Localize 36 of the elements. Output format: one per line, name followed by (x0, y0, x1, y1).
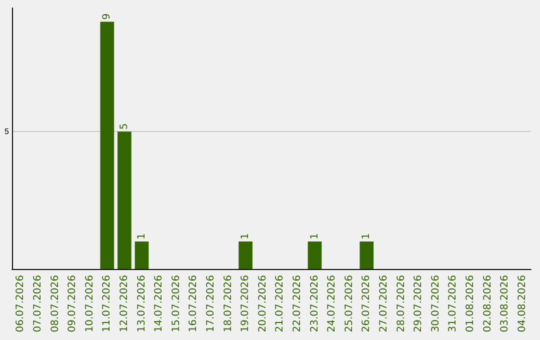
x-tick-label: 10.07.2026 (84, 275, 96, 332)
x-tick-label: 06.07.2026 (15, 275, 26, 332)
x-tick-label: 30.07.2026 (430, 275, 442, 332)
data-label: 1 (240, 233, 252, 240)
x-tick-label: 16.07.2026 (188, 275, 200, 332)
x-tick-label: 28.07.2026 (396, 275, 407, 332)
data-label: 1 (309, 233, 320, 240)
x-tick-label: 20.07.2026 (257, 275, 268, 332)
data-label: 5 (118, 123, 130, 130)
x-tick-label: 02.08.2026 (482, 275, 494, 332)
x-tick-label: 31.07.2026 (448, 275, 459, 332)
x-tick-label: 03.08.2026 (500, 275, 511, 332)
x-tick-label: 27.07.2026 (378, 275, 390, 332)
x-tick-label: 17.07.2026 (205, 275, 216, 332)
x-tick-label: 04.08.2026 (516, 275, 528, 332)
x-tick-label: 29.07.2026 (413, 275, 424, 332)
x-tick-label: 12.07.2026 (118, 275, 130, 332)
x-tick-label: 14.07.2026 (154, 275, 165, 332)
data-label: 9 (102, 13, 113, 20)
x-tick-label: 22.07.2026 (292, 275, 303, 332)
data-label: 1 (136, 233, 148, 240)
x-tick-label: 18.07.2026 (222, 275, 234, 332)
x-tick-label: 25.07.2026 (344, 275, 355, 332)
x-tick-label: 09.07.2026 (67, 275, 78, 332)
x-tick-label: 24.07.2026 (326, 275, 338, 332)
x-tick-label: 23.07.2026 (309, 275, 320, 332)
x-tick-label: 15.07.2026 (170, 275, 182, 332)
x-tick-label: 11.07.2026 (102, 275, 113, 332)
x-tick-label: 19.07.2026 (240, 275, 252, 332)
x-tick-label: 07.07.2026 (32, 275, 44, 332)
x-tick-label: 01.08.2026 (464, 275, 476, 332)
x-tick-label: 26.07.2026 (361, 275, 372, 332)
x-tick-label: 21.07.2026 (274, 275, 286, 332)
x-tick-label: 13.07.2026 (136, 275, 148, 332)
x-tick-label: 08.07.2026 (50, 275, 61, 332)
data-label: 1 (361, 233, 372, 240)
